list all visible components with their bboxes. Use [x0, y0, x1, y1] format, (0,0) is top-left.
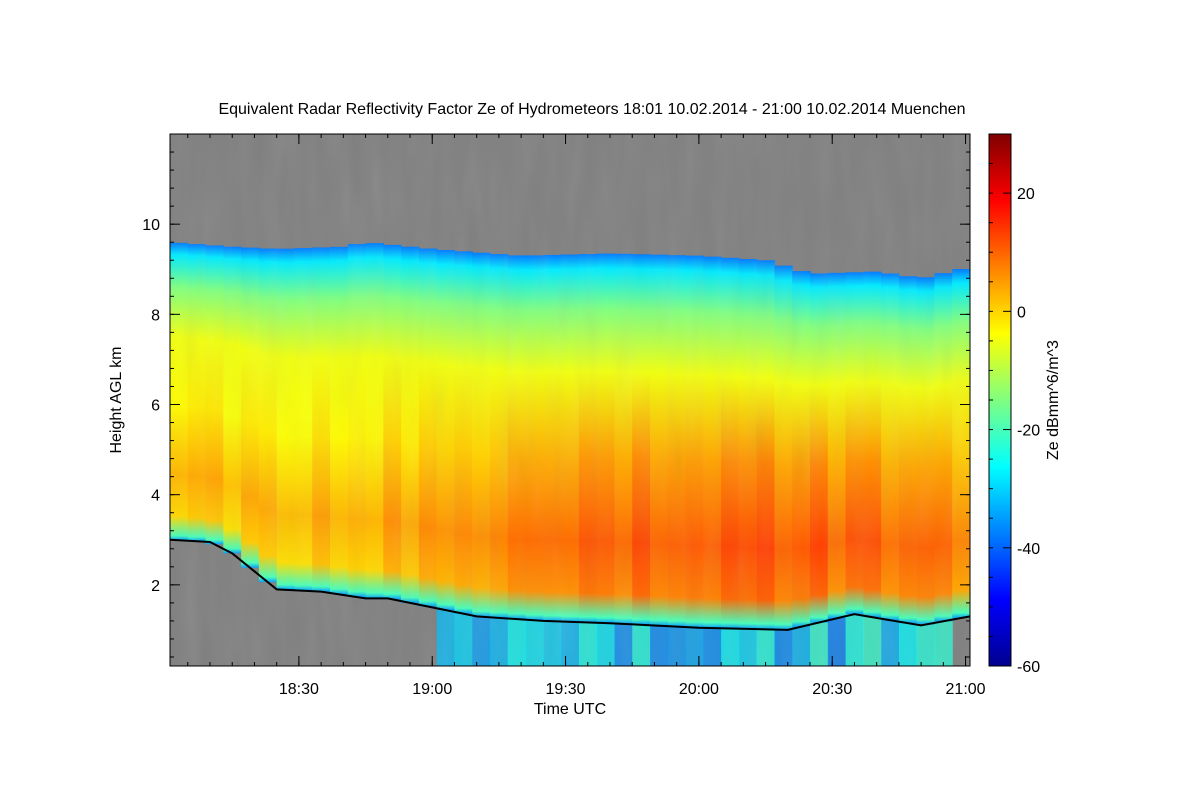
fall-streak-texture: [170, 134, 970, 666]
colorbar-tick-label: 0: [1017, 304, 1026, 321]
x-axis: 18:30 19:00 19:30 20:00 20:30 21:00: [187, 134, 986, 698]
y-axis-title: Height AGL km: [108, 346, 125, 453]
colorbar-axis: -60 -40 -20 0 20: [989, 163, 1040, 676]
y-tick-label: 8: [151, 307, 160, 324]
y-tick-label: 6: [151, 398, 160, 415]
x-tick-label: 20:30: [812, 681, 852, 698]
x-tick-label: 19:00: [412, 681, 452, 698]
y-tick-label: 2: [151, 578, 160, 595]
colorbar-tick-label: -40: [1017, 541, 1040, 558]
x-axis-title: Time UTC: [534, 701, 606, 718]
colorbar-tick-label: -20: [1017, 423, 1040, 440]
chart-title: Equivalent Radar Reflectivity Factor Ze …: [218, 101, 965, 118]
y-axis: 2 4 6 8 10: [142, 151, 970, 658]
melting-layer-line: [170, 538, 970, 631]
x-tick-label: 18:30: [279, 681, 319, 698]
x-tick-label: 20:00: [679, 681, 719, 698]
plot-frame: [169, 133, 971, 667]
y-tick-label: 4: [151, 488, 160, 505]
plot-area: [170, 134, 970, 666]
x-tick-label: 19:30: [546, 681, 586, 698]
colorbar-tick-label: 20: [1017, 186, 1035, 203]
overlay-lines: [170, 538, 970, 631]
colorbar-tick-label: -60: [1017, 659, 1040, 676]
y-tick-label: 10: [142, 217, 160, 234]
colorbar-title: Ze dBmm^6/m^3: [1045, 340, 1062, 460]
x-tick-label: 21:00: [946, 681, 986, 698]
